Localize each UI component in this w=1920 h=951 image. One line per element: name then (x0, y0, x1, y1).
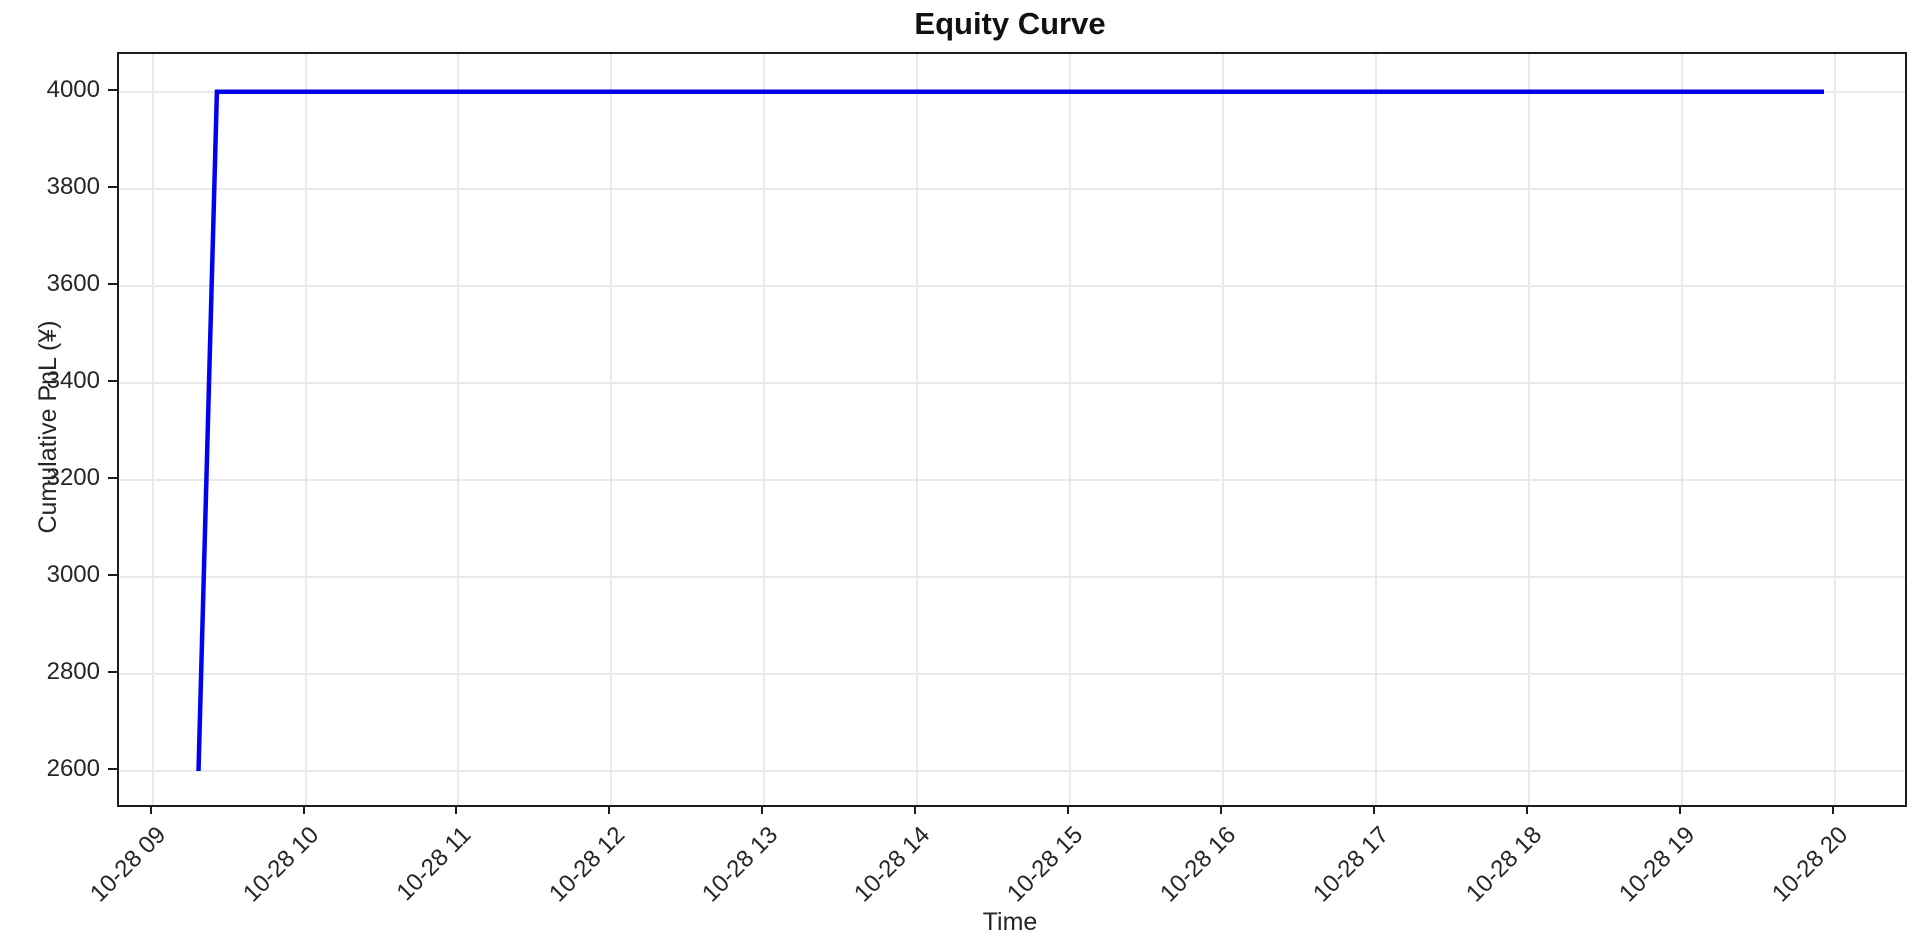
x-tick-mark (302, 805, 305, 814)
x-tick-label-text: 10-28 15 (1002, 821, 1089, 908)
x-tick-label-text: 10-28 11 (392, 821, 477, 907)
gridline-horizontal (119, 575, 1905, 578)
gridline-horizontal (119, 770, 1905, 773)
gridline-vertical (1374, 54, 1377, 805)
gridline-vertical (916, 54, 919, 805)
x-tick-label-text: 10-28 09 (84, 821, 172, 908)
gridline-vertical (457, 54, 460, 805)
equity-line (196, 89, 1824, 772)
gridline-horizontal (119, 673, 1905, 675)
gridline-horizontal (119, 381, 1905, 384)
x-tick-label-text: 10-28 10 (237, 821, 324, 908)
x-tick-label-text: 10-28 12 (543, 821, 630, 908)
y-tick-mark (108, 379, 117, 382)
gridline-vertical (1527, 54, 1530, 805)
gridline-vertical (763, 54, 766, 805)
x-tick-mark (149, 805, 152, 814)
y-tick-mark (108, 185, 117, 188)
x-tick-label-text: 10-28 20 (1766, 821, 1854, 908)
y-tick-label: 2800 (46, 658, 100, 685)
y-tick-label: 3600 (46, 269, 100, 297)
x-tick-mark (1220, 805, 1223, 814)
x-tick-mark (914, 805, 917, 814)
gridline-horizontal (119, 187, 1905, 190)
gridline-horizontal (119, 478, 1905, 481)
y-tick-label: 3000 (46, 560, 100, 588)
x-tick-mark (1067, 805, 1070, 814)
gridline-horizontal (119, 284, 1905, 287)
x-tick-mark (761, 805, 764, 814)
y-tick-mark (108, 671, 117, 673)
y-tick-mark (108, 282, 117, 285)
x-tick-mark (608, 805, 611, 814)
x-tick-label-text: 10-28 16 (1155, 821, 1242, 908)
x-tick-mark (455, 805, 458, 814)
gridline-vertical (1680, 54, 1683, 805)
y-tick-label: 3800 (46, 172, 100, 200)
y-tick-mark (108, 476, 117, 479)
series-layer (196, 89, 1824, 772)
y-tick-mark (108, 88, 117, 91)
plot-area (117, 52, 1907, 807)
gridline-vertical (1222, 54, 1225, 805)
gridline-vertical (1833, 54, 1836, 805)
y-tick-mark (108, 573, 117, 576)
x-tick-mark (1525, 805, 1528, 814)
gridline-vertical (610, 54, 613, 805)
chart-title: Equity Curve (914, 6, 1106, 41)
x-tick-label-text: 10-28 18 (1461, 821, 1548, 908)
y-tick-label: 3200 (46, 463, 100, 491)
y-tick-label: 4000 (46, 75, 100, 103)
gridline-vertical (1069, 54, 1072, 805)
y-tick-mark (108, 768, 117, 771)
x-tick-label-text: 10-28 19 (1614, 821, 1701, 908)
x-tick-mark (1372, 805, 1375, 814)
gridline-vertical (151, 54, 154, 805)
x-tick-mark (1678, 805, 1681, 814)
x-tick-mark (1831, 805, 1834, 814)
y-tick-label: 3400 (46, 366, 100, 394)
y-axis-label-text: Cumulative PnL (¥) (34, 320, 62, 534)
x-tick-label-text: 10-28 14 (849, 821, 936, 908)
x-tick-label-text: 10-28 13 (696, 821, 783, 908)
y-tick-label: 2600 (46, 755, 100, 783)
gridline-vertical (304, 54, 307, 805)
x-axis-label: Time (982, 908, 1038, 936)
x-tick-label-text: 10-28 17 (1308, 821, 1395, 908)
